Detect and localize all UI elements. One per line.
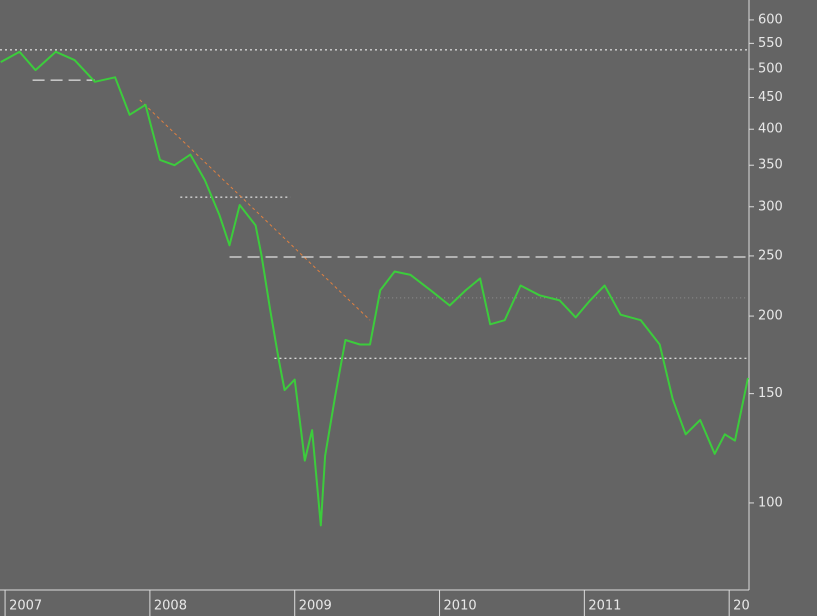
y-tick-label: 600 <box>758 12 783 27</box>
y-tick-label: 400 <box>758 122 783 137</box>
x-tick-label: 2010 <box>444 599 477 614</box>
price-line <box>0 50 749 527</box>
x-tick-label: 2009 <box>299 599 332 614</box>
y-tick-label: 200 <box>758 309 783 324</box>
y-tick-label: 150 <box>758 386 783 401</box>
y-tick-label: 100 <box>758 495 783 510</box>
y-tick-label: 250 <box>758 248 783 263</box>
y-tick-label: 300 <box>758 199 783 214</box>
y-tick-label: 550 <box>758 36 783 51</box>
y-tick-label: 500 <box>758 62 783 77</box>
x-tick-label: 20 <box>733 599 750 614</box>
x-tick-label: 2007 <box>9 599 42 614</box>
y-tick-label: 350 <box>758 158 783 173</box>
y-tick-label: 450 <box>758 90 783 105</box>
x-tick-label: 2011 <box>588 599 621 614</box>
trend-line <box>139 99 371 321</box>
x-tick-label: 2008 <box>154 599 187 614</box>
corner <box>749 590 817 616</box>
